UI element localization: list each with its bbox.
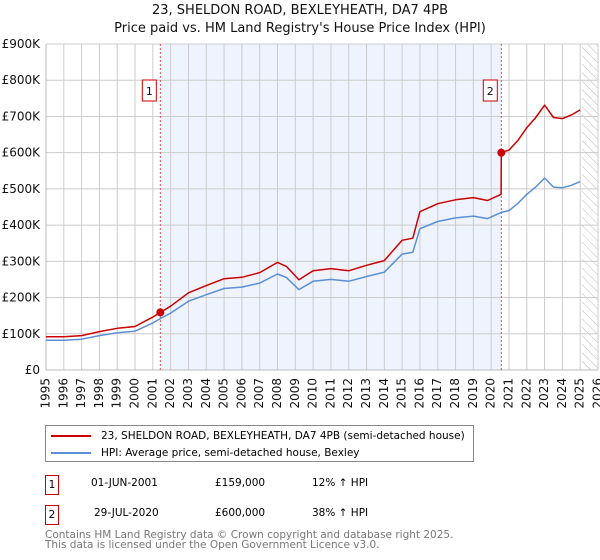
y-tick-label: £300K	[2, 254, 42, 268]
x-tick-label: 2003	[181, 378, 195, 409]
x-tick-label: 2022	[519, 378, 533, 409]
x-tick-label: 2017	[430, 378, 444, 409]
x-tick-label: 2007	[252, 378, 266, 409]
x-tick-label: 2004	[199, 378, 213, 409]
sale-marker-badge	[482, 79, 498, 102]
y-tick-label: £500K	[2, 182, 42, 196]
sale-point	[156, 308, 165, 317]
sale-marker-label: 1	[146, 85, 153, 98]
legend-label-hpi: HPI: Average price, semi-detached house,…	[101, 447, 360, 459]
x-tick-label: 2008	[270, 378, 284, 409]
footer-attribution: Contains HM Land Registry data © Crown c…	[45, 529, 454, 551]
y-tick-label: £100K	[2, 327, 42, 341]
x-tick-label: 2023	[537, 378, 551, 409]
y-tick-label: £600K	[2, 146, 42, 160]
sale-marker-label: 2	[487, 85, 494, 98]
chart-title-line1: 23, SHELDON ROAD, BEXLEYHEATH, DA7 4PB	[152, 3, 448, 18]
x-tick-label: 2011	[323, 378, 337, 409]
y-tick-label: £700K	[2, 109, 42, 123]
series-line-property	[46, 104, 581, 338]
sale-row-1: 1 01-JUN-2001 £159,000 12% ↑ HPI	[45, 475, 465, 495]
y-tick-label: £400K	[2, 218, 42, 232]
y-tick-label: £200K	[2, 291, 42, 305]
x-tick-label: 2012	[341, 378, 355, 409]
x-tick-label: 2005	[217, 378, 231, 409]
legend-item-hpi: HPI: Average price, semi-detached house,…	[46, 445, 360, 461]
x-tick-label: 1999	[110, 378, 124, 409]
x-tick-label: 2015	[395, 378, 409, 409]
x-tick-label: 2013	[359, 378, 373, 409]
x-tick-label: 2009	[288, 378, 302, 409]
x-tick-label: 2002	[163, 378, 177, 409]
sale-date: 29-JUL-2020	[94, 507, 159, 519]
sale-price: £600,000	[215, 507, 266, 519]
x-tick-label: 2019	[466, 378, 480, 409]
legend-label-property: 23, SHELDON ROAD, BEXLEYHEATH, DA7 4PB (…	[101, 430, 465, 442]
x-tick-label: 2024	[555, 378, 569, 409]
x-tick-label: 2001	[145, 378, 159, 409]
chart-title: 23, SHELDON ROAD, BEXLEYHEATH, DA7 4PB P…	[0, 2, 600, 38]
x-tick-label: 2025	[573, 378, 587, 409]
sale-number-badge: 2	[45, 505, 59, 525]
x-tick-label: 2000	[128, 378, 142, 409]
x-tick-label: 2016	[412, 378, 426, 409]
sale-hpi-delta: 12% ↑ HPI	[312, 477, 369, 489]
legend: 23, SHELDON ROAD, BEXLEYHEATH, DA7 4PB (…	[45, 425, 474, 462]
sale-point	[497, 148, 506, 157]
sale-marker-badge	[141, 79, 157, 102]
price-chart: 1 2 1995 1996 1997 1998 1999 2000 2001 2002 2003 2…	[2, 37, 600, 409]
x-tick-label: 2018	[448, 378, 462, 409]
legend-swatch-property	[51, 435, 91, 437]
x-tick-label: 1997	[74, 378, 88, 409]
sale-date: 01-JUN-2001	[91, 477, 158, 489]
x-tick-label: 1998	[92, 378, 106, 409]
chart-title-line2: Price paid vs. HM Land Registry's House …	[114, 21, 486, 36]
series-line-hpi	[46, 177, 581, 342]
legend-swatch-hpi	[51, 452, 91, 454]
x-tick-label: 1995	[39, 378, 53, 409]
x-tick-label: 2006	[234, 378, 248, 409]
sale-price: £159,000	[215, 477, 266, 489]
y-tick-label: £800K	[2, 73, 42, 87]
legend-item-property: 23, SHELDON ROAD, BEXLEYHEATH, DA7 4PB (…	[46, 428, 465, 444]
sale-row-2: 2 29-JUL-2020 £600,000 38% ↑ HPI	[45, 505, 465, 525]
sale-number-badge: 1	[45, 475, 59, 495]
forecast-hatch	[581, 44, 598, 370]
x-tick-label: 2026	[591, 378, 600, 409]
y-tick-label: £0	[25, 363, 40, 377]
x-tick-label: 2021	[501, 378, 515, 409]
sale-hpi-delta: 38% ↑ HPI	[312, 507, 369, 519]
footer-line1: Contains HM Land Registry data © Crown c…	[45, 529, 454, 541]
x-tick-label: 2020	[484, 378, 498, 409]
footer-line2: This data is licensed under the Open Gov…	[45, 539, 380, 551]
x-tick-label: 2010	[306, 378, 320, 409]
x-tick-label: 2014	[377, 378, 391, 409]
x-tick-label: 1996	[56, 378, 70, 409]
y-tick-label: £900K	[2, 37, 42, 51]
